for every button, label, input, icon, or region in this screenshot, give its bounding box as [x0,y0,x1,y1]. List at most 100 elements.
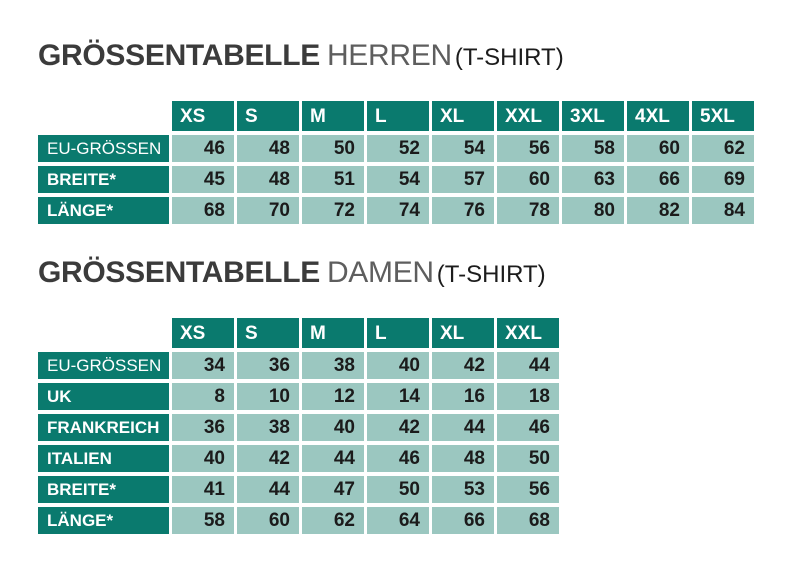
column-header-xxl: XXL [497,101,559,131]
value-cell: 78 [497,197,559,224]
value-cell: 60 [237,507,299,534]
column-header-l: L [367,101,429,131]
table-row: LÄNGE* 58 60 62 64 66 68 [38,507,803,534]
value-cell: 41 [172,476,234,503]
size-table-herren: XS S M L XL XXL 3XL 4XL 5XL EU-GRÖSSEN 46 48 50 52 54 5… [38,101,803,224]
column-header-m: M [302,101,364,131]
value-cell: 50 [367,476,429,503]
value-cell: 34 [172,352,234,379]
column-header-s: S [237,101,299,131]
column-header-m: M [302,318,364,348]
value-cell: 68 [172,197,234,224]
value-cell: 69 [692,166,754,193]
value-cell: 57 [432,166,494,193]
row-label: ITALIEN [38,445,169,472]
value-cell: 54 [432,135,494,162]
value-cell: 51 [302,166,364,193]
title-product-type: (T-SHIRT) [436,261,546,288]
value-cell: 68 [497,507,559,534]
column-header-3xl: 3XL [562,101,624,131]
value-cell: 10 [237,383,299,410]
value-cell: 48 [237,166,299,193]
value-cell: 40 [172,445,234,472]
value-cell: 60 [627,135,689,162]
row-label: LÄNGE* [38,197,169,224]
value-cell: 72 [302,197,364,224]
value-cell: 62 [302,507,364,534]
header-spacer [38,318,169,345]
value-cell: 40 [302,414,364,441]
column-header-xxl: XXL [497,318,559,348]
value-cell: 84 [692,197,754,224]
value-cell: 36 [237,352,299,379]
size-table-damen: XS S M L XL XXL EU-GRÖSSEN 34 36 38 40 42 44 UK 8 10 12 1… [38,318,803,534]
section-damen: GRÖSSENTABELLE DAMEN (T-SHIRT) XS S M L XL XXL E… [38,255,803,534]
column-header-xl: XL [432,318,494,348]
table-row: EU-GRÖSSEN 46 48 50 52 54 56 58 60 62 [38,135,803,162]
column-header-s: S [237,318,299,348]
value-cell: 63 [562,166,624,193]
table-row: LÄNGE* 68 70 72 74 76 78 80 82 84 [38,197,803,224]
row-label: UK [38,383,169,410]
value-cell: 46 [367,445,429,472]
row-label: EU-GRÖSSEN [38,135,169,162]
column-header-l: L [367,318,429,348]
value-cell: 42 [367,414,429,441]
value-cell: 54 [367,166,429,193]
value-cell: 44 [302,445,364,472]
value-cell: 12 [302,383,364,410]
title-gender: HERREN [326,39,452,72]
value-cell: 64 [367,507,429,534]
section-title-damen: GRÖSSENTABELLE DAMEN (T-SHIRT) [38,255,803,293]
value-cell: 80 [562,197,624,224]
table-row: UK 8 10 12 14 16 18 [38,383,803,410]
column-header-xs: XS [172,318,234,348]
title-main: GRÖSSENTABELLE [38,39,320,72]
value-cell: 58 [562,135,624,162]
table-row: EU-GRÖSSEN 34 36 38 40 42 44 [38,352,803,379]
value-cell: 44 [497,352,559,379]
value-cell: 40 [367,352,429,379]
value-cell: 8 [172,383,234,410]
value-cell: 42 [237,445,299,472]
value-cell: 14 [367,383,429,410]
value-cell: 53 [432,476,494,503]
column-header-4xl: 4XL [627,101,689,131]
value-cell: 16 [432,383,494,410]
title-gender: DAMEN [326,256,434,289]
column-header-5xl: 5XL [692,101,754,131]
header-spacer [38,101,169,128]
value-cell: 44 [432,414,494,441]
row-label: BREITE* [38,166,169,193]
title-main: GRÖSSENTABELLE [38,256,320,289]
value-cell: 44 [237,476,299,503]
section-herren: GRÖSSENTABELLE HERREN (T-SHIRT) XS S M L XL XXL… [38,38,803,224]
value-cell: 50 [497,445,559,472]
section-title-herren: GRÖSSENTABELLE HERREN (T-SHIRT) [38,38,803,76]
table-header-row: XS S M L XL XXL [38,318,803,348]
value-cell: 56 [497,135,559,162]
value-cell: 36 [172,414,234,441]
value-cell: 76 [432,197,494,224]
table-row: BREITE* 41 44 47 50 53 56 [38,476,803,503]
value-cell: 18 [497,383,559,410]
value-cell: 47 [302,476,364,503]
row-label: FRANKREICH [38,414,169,441]
value-cell: 46 [497,414,559,441]
value-cell: 42 [432,352,494,379]
row-label: EU-GRÖSSEN [38,352,169,379]
row-label: LÄNGE* [38,507,169,534]
value-cell: 66 [432,507,494,534]
value-cell: 58 [172,507,234,534]
column-header-xl: XL [432,101,494,131]
value-cell: 66 [627,166,689,193]
value-cell: 50 [302,135,364,162]
value-cell: 48 [432,445,494,472]
column-header-xs: XS [172,101,234,131]
value-cell: 74 [367,197,429,224]
value-cell: 82 [627,197,689,224]
value-cell: 38 [302,352,364,379]
value-cell: 38 [237,414,299,441]
table-row: BREITE* 45 48 51 54 57 60 63 66 69 [38,166,803,193]
